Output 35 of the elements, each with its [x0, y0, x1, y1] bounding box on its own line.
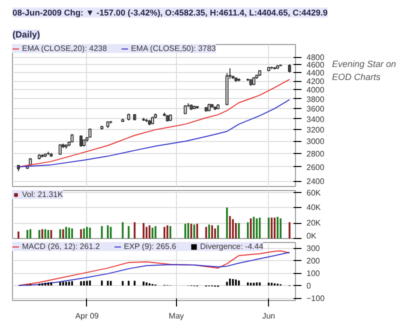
text: Evening Star on EOD Charts: [332, 58, 396, 84]
y-tick-label: 2600: [306, 162, 325, 172]
y-tick-label: 3600: [306, 104, 325, 114]
y-tick-label: 60K: [306, 188, 322, 198]
chart-title: (Daily): [12, 30, 40, 40]
chart-subtitle: 08-Jun-2009 Chg: ▼ -157.00 (-3.42%), O:4582.35, H:4611.4, L:4404.65, C:4429.9: [12, 8, 328, 18]
y-tick-label: 4800: [306, 53, 325, 62]
y-tick-label: 20K: [306, 218, 322, 228]
legend-label: Divergence: -4.44: [200, 242, 264, 251]
legend-label: Vol: 21.31K: [22, 190, 63, 199]
y-tick-label: 2400: [306, 177, 325, 186]
legend-label: MACD (26, 12): 261.2: [22, 242, 100, 251]
y-tick-label: 4400: [306, 68, 325, 78]
x-tick-label: Jun: [262, 312, 276, 320]
y-tick-label: 0: [306, 282, 312, 291]
candlestick: [79, 134, 83, 148]
y-tick-label: 3000: [306, 137, 325, 146]
y-tick-label: 4600: [306, 60, 325, 70]
y-tick-label: 3200: [306, 126, 325, 135]
y-tick-label: 100: [306, 269, 320, 278]
y-tick-label: 200: [306, 256, 320, 266]
x-tick-label: Apr 09: [75, 312, 100, 320]
legend-label: EMA (CLOSE,20): 4238: [22, 44, 107, 53]
legend-label: EXP (9): 265.6: [124, 242, 176, 251]
y-tick-label: 40K: [306, 203, 322, 212]
y-tick-label: 300: [306, 244, 320, 254]
legend-label: EMA (CLOSE,50): 3783: [130, 44, 216, 53]
y-tick-label: 3400: [306, 114, 325, 124]
y-tick-label: 2800: [306, 150, 325, 159]
y-tick-label: −100: [306, 294, 326, 304]
y-tick-label: 0K: [306, 232, 317, 240]
y-tick-label: 4000: [306, 86, 325, 95]
y-tick-label: 3800: [306, 94, 325, 104]
x-tick-label: May: [168, 312, 184, 320]
y-tick-label: 4200: [306, 77, 325, 86]
